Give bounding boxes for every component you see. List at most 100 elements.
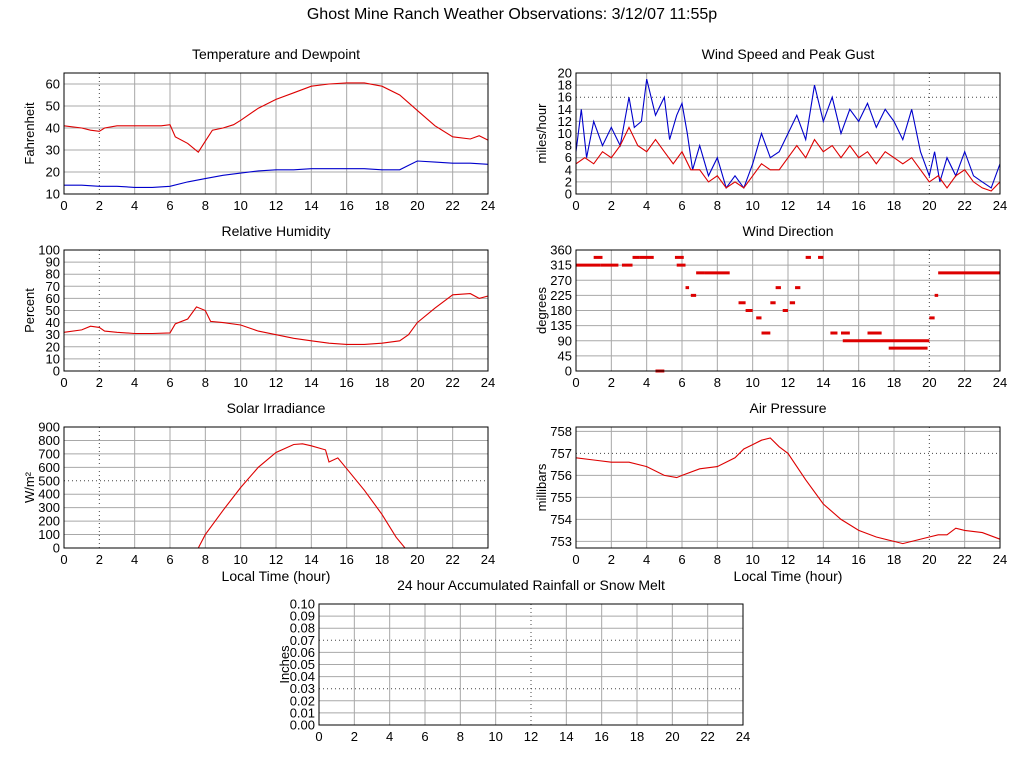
- y-tick-label: 0: [53, 541, 60, 556]
- y-tick-label: 0.02: [290, 693, 315, 708]
- series-line-red: [63, 82, 489, 154]
- y-tick-label: 315: [550, 258, 572, 273]
- y-axis-label: Inches: [277, 645, 292, 684]
- y-tick-label: 10: [46, 187, 60, 202]
- y-tick-label: 0.00: [290, 718, 315, 733]
- x-tick-label: 0: [60, 375, 67, 390]
- x-tick-label: 10: [745, 375, 759, 390]
- y-axis-label: degrees: [534, 287, 549, 334]
- x-tick-label: 24: [993, 375, 1007, 390]
- y-tick-label: 0.05: [290, 657, 315, 672]
- y-tick-label: 753: [550, 534, 572, 549]
- y-tick-label: 70: [46, 279, 60, 294]
- x-tick-label: 4: [643, 552, 650, 567]
- x-tick-label: 6: [678, 552, 685, 567]
- y-tick-label: 0.01: [290, 705, 315, 720]
- x-tick-label: 12: [269, 375, 283, 390]
- x-tick-label: 24: [993, 552, 1007, 567]
- y-tick-label: 700: [38, 446, 60, 461]
- x-tick-label: 12: [781, 198, 795, 213]
- y-tick-label: 2: [565, 174, 572, 189]
- y-tick-label: 50: [46, 303, 60, 318]
- chart-title: Wind Direction: [742, 223, 833, 239]
- y-tick-label: 135: [550, 318, 572, 333]
- chart-title: Temperature and Dewpoint: [192, 46, 360, 62]
- x-tick-label: 10: [488, 729, 502, 744]
- x-tick-label: 12: [781, 552, 795, 567]
- series-line-red: [64, 443, 488, 549]
- y-tick-label: 50: [46, 99, 60, 114]
- y-tick-label: 0.10: [290, 597, 315, 612]
- x-tick-label: 24: [481, 375, 495, 390]
- x-tick-label: 6: [166, 375, 173, 390]
- y-tick-label: 0: [565, 187, 572, 202]
- plot-frame: [318, 603, 744, 726]
- plot-frame: [63, 426, 489, 549]
- x-tick-label: 0: [60, 552, 67, 567]
- x-tick-label: 8: [714, 375, 721, 390]
- y-tick-label: 300: [38, 500, 60, 515]
- y-tick-label: 0.04: [290, 669, 315, 684]
- x-tick-label: 20: [665, 729, 679, 744]
- x-tick-label: 10: [745, 198, 759, 213]
- y-axis-label: Fahrenheit: [22, 102, 37, 165]
- x-tick-label: 8: [457, 729, 464, 744]
- x-tick-label: 8: [714, 198, 721, 213]
- chart-press: 0 2 4 6 8 10 12 14 16 18 20 22 24753754755756757758A…: [534, 400, 1007, 584]
- series-line-red: [63, 293, 489, 345]
- x-tick-label: 18: [375, 198, 389, 213]
- x-tick-label: 8: [714, 552, 721, 567]
- y-tick-label: 225: [550, 288, 572, 303]
- x-tick-label: 14: [559, 729, 573, 744]
- chart-wind: 0 2 4 6 8 10 12 14 16 18 20 22 2402468101214161820Wi…: [534, 46, 1007, 213]
- y-tick-label: 10: [558, 126, 572, 141]
- chart-solar: 0 2 4 6 8 10 12 14 16 18 20 22 240100200300400500600…: [22, 400, 495, 584]
- x-tick-label: 2: [608, 552, 615, 567]
- y-tick-label: 0: [565, 364, 572, 379]
- x-tick-label: 16: [339, 552, 353, 567]
- plot-frame: [575, 249, 1001, 372]
- series-line-blue: [64, 160, 489, 188]
- x-tick-label: 4: [386, 729, 393, 744]
- x-tick-label: 16: [851, 552, 865, 567]
- x-tick-label: 20: [410, 198, 424, 213]
- x-tick-label: 4: [643, 198, 650, 213]
- y-axis-label: Percent: [22, 288, 37, 333]
- x-tick-label: 2: [96, 375, 103, 390]
- x-tick-label: 24: [736, 729, 750, 744]
- chart-rh: 0 2 4 6 8 10 12 14 16 18 20 22 240102030405060708090…: [22, 223, 495, 390]
- x-tick-label: 0: [315, 729, 322, 744]
- y-tick-label: 60: [46, 77, 60, 92]
- x-tick-label: 2: [96, 198, 103, 213]
- x-tick-label: 10: [233, 198, 247, 213]
- x-tick-label: 22: [957, 375, 971, 390]
- x-tick-label: 22: [445, 198, 459, 213]
- x-tick-label: 14: [304, 375, 318, 390]
- x-tick-label: 14: [816, 552, 830, 567]
- x-tick-label: 16: [339, 198, 353, 213]
- x-tick-label: 12: [781, 375, 795, 390]
- x-tick-label: 20: [410, 552, 424, 567]
- y-tick-label: 100: [38, 527, 60, 542]
- x-tick-label: 10: [745, 552, 759, 567]
- series-line-blue: [575, 78, 1001, 190]
- y-tick-label: 100: [38, 243, 60, 258]
- x-tick-label: 18: [887, 198, 901, 213]
- x-tick-label: 12: [524, 729, 538, 744]
- x-tick-label: 6: [421, 729, 428, 744]
- chart-title: Solar Irradiance: [227, 400, 326, 416]
- y-tick-label: 14: [558, 102, 572, 117]
- y-tick-label: 16: [558, 90, 572, 105]
- x-tick-label: 16: [851, 375, 865, 390]
- chart-temp: 0 2 4 6 8 10 12 14 16 18 20 22 24102030405060Tempera…: [22, 46, 495, 213]
- x-tick-label: 4: [643, 375, 650, 390]
- x-tick-label: 0: [60, 198, 67, 213]
- x-tick-label: 18: [887, 552, 901, 567]
- y-tick-label: 90: [558, 333, 572, 348]
- x-tick-label: 16: [594, 729, 608, 744]
- y-tick-label: 180: [550, 303, 572, 318]
- x-tick-label: 4: [131, 375, 138, 390]
- page-title: Ghost Mine Ranch Weather Observations: 3…: [306, 6, 718, 23]
